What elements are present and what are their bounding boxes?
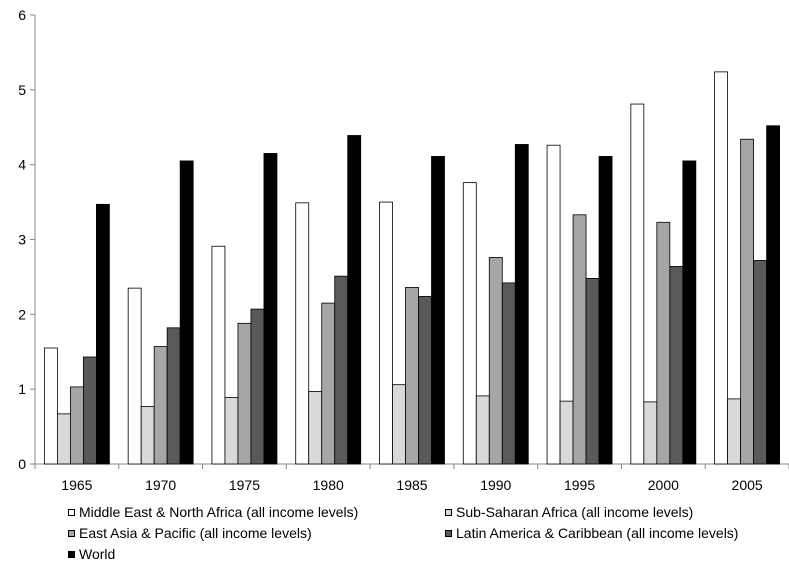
bar (714, 71, 729, 465)
bar (211, 245, 226, 465)
bar (656, 221, 671, 465)
bar (82, 356, 97, 465)
bar (418, 295, 432, 465)
bar (347, 135, 362, 465)
bar (462, 182, 477, 465)
y-tick-label: 6 (18, 7, 26, 23)
bar (643, 401, 658, 465)
x-tick-label: 1975 (229, 477, 260, 493)
bar (488, 257, 503, 465)
x-tick-label: 1980 (313, 477, 344, 493)
y-tick-label: 2 (18, 306, 26, 322)
bar (682, 160, 697, 465)
bar (669, 266, 684, 465)
y-axis: 0 1 2 3 4 5 6 (18, 7, 36, 472)
bar (630, 103, 645, 465)
bars (43, 71, 781, 465)
bar (585, 278, 600, 465)
y-tick-label: 4 (18, 157, 26, 173)
legend-swatch (68, 529, 75, 537)
bar (334, 275, 349, 465)
bar (546, 144, 561, 465)
x-tick-label: 1990 (480, 477, 511, 493)
legend-swatch (68, 508, 75, 516)
legend-item: World (68, 546, 115, 562)
y-tick-label: 1 (18, 381, 26, 397)
bar (237, 322, 252, 465)
legend-label: Latin America & Caribbean (all income le… (456, 525, 739, 541)
bar (740, 138, 755, 465)
legend-item: Sub-Saharan Africa (all income levels) (445, 504, 693, 520)
x-tick-label: 1995 (564, 477, 595, 493)
bar (43, 347, 58, 465)
bar (224, 396, 239, 465)
bar (166, 327, 181, 465)
legend-swatch (445, 508, 452, 516)
x-tick-label: 2005 (732, 477, 763, 493)
legend-label: East Asia & Pacific (all income levels) (79, 525, 312, 541)
bar (295, 202, 310, 465)
x-tick-label: 1970 (145, 477, 176, 493)
bar (405, 286, 419, 465)
bar (598, 156, 613, 465)
bar (753, 260, 768, 465)
legend-label: World (79, 546, 116, 562)
bar (766, 125, 781, 465)
bar (127, 287, 142, 465)
y-tick-label: 0 (18, 456, 26, 472)
bar (308, 391, 323, 465)
legend-swatch (68, 550, 75, 558)
legend-item: Latin America & Caribbean (all income le… (445, 525, 738, 541)
legend-label: Middle East & North Africa (all income l… (79, 504, 359, 520)
bar (153, 346, 168, 465)
bar (501, 282, 516, 465)
legend-item: Middle East & North Africa (all income l… (68, 504, 358, 520)
x-tick-label: 1965 (61, 477, 92, 493)
bar (475, 395, 490, 465)
bar (263, 153, 278, 465)
bar (514, 144, 529, 465)
bar (140, 405, 155, 465)
bar (95, 203, 110, 465)
legend-item: East Asia & Pacific (all income levels) (68, 525, 312, 541)
legend-swatch (445, 529, 452, 537)
bar (69, 386, 84, 465)
bar (379, 201, 393, 465)
bar (179, 160, 194, 465)
bar (56, 413, 71, 465)
bar (559, 400, 574, 465)
x-axis: 1965 1970 1975 1980 1985 1990 1995 2000 2005 (34, 463, 789, 493)
bar (431, 156, 445, 465)
y-tick-label: 3 (18, 232, 26, 248)
bar (727, 398, 742, 465)
legend-label: Sub-Saharan Africa (all income levels) (456, 504, 694, 520)
bar (572, 214, 587, 465)
bar (392, 384, 406, 465)
x-tick-label: 1985 (396, 477, 427, 493)
x-tick-label: 2000 (648, 477, 679, 493)
y-tick-label: 5 (18, 82, 26, 98)
bar (250, 308, 265, 465)
bar (321, 302, 336, 465)
